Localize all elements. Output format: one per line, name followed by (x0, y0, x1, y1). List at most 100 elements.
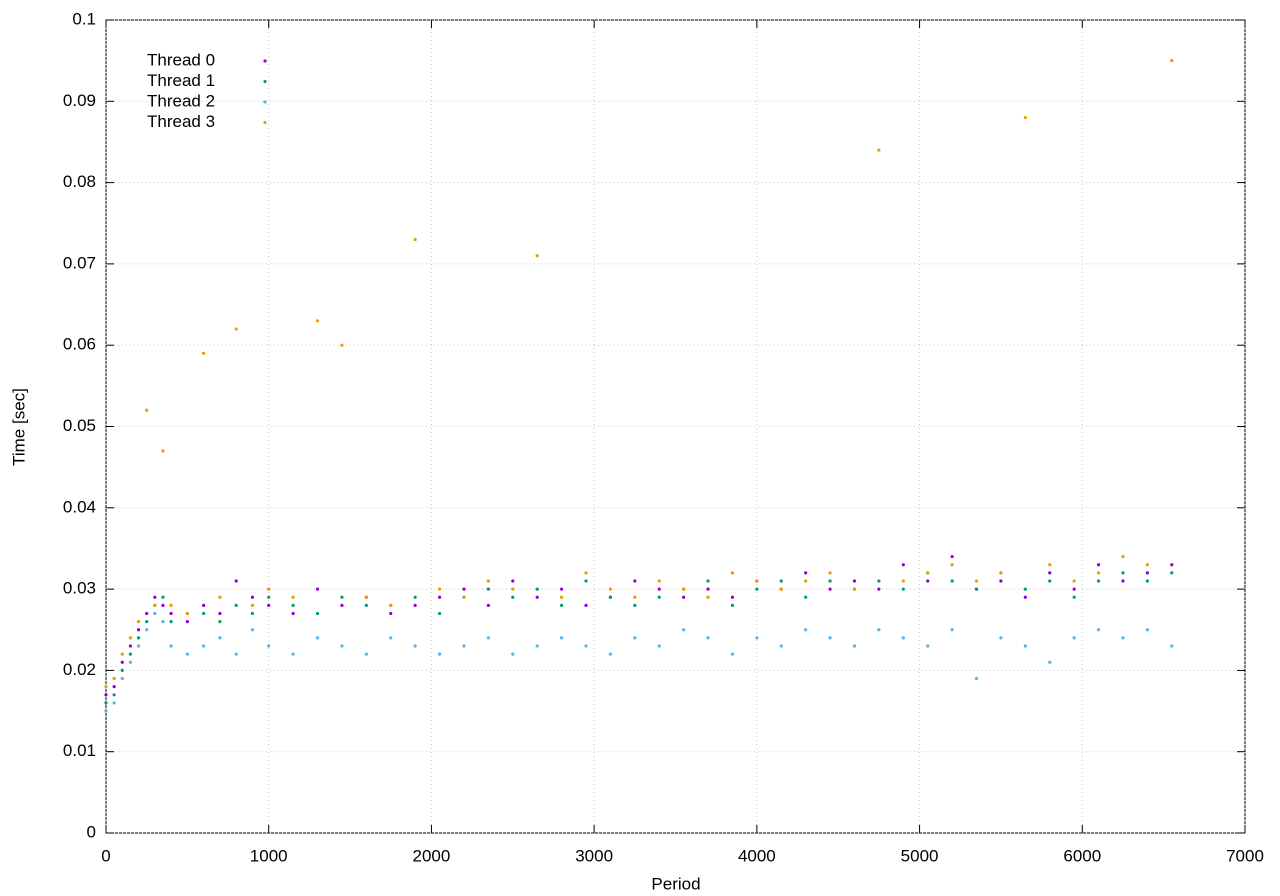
x-tick-label: 1000 (250, 846, 288, 865)
point (462, 644, 466, 648)
point (120, 652, 124, 656)
point (437, 611, 442, 616)
point (145, 408, 149, 412)
point (706, 579, 710, 583)
point (202, 603, 206, 607)
point (104, 685, 108, 689)
point (364, 652, 368, 656)
point (486, 603, 490, 607)
point (828, 587, 832, 591)
point (1096, 563, 1101, 567)
x-tick-label: 2000 (413, 846, 451, 865)
point (633, 595, 637, 599)
point (1023, 644, 1027, 648)
point (128, 660, 133, 664)
point (250, 603, 255, 607)
point (901, 636, 905, 640)
point (1048, 563, 1052, 567)
point (267, 644, 271, 648)
legend-swatch (263, 120, 267, 125)
point (234, 327, 238, 331)
point (128, 636, 133, 640)
point (234, 603, 238, 607)
point (104, 701, 108, 705)
point (202, 644, 206, 648)
point (511, 595, 515, 599)
point (1023, 595, 1027, 599)
point (877, 579, 881, 583)
legend-label: Thread 2 (147, 91, 215, 110)
y-tick-label: 0.02 (63, 660, 96, 679)
point (560, 603, 564, 607)
point (657, 595, 661, 599)
point (437, 587, 442, 591)
point (560, 636, 564, 640)
point (486, 636, 490, 640)
y-tick-label: 0.05 (63, 416, 96, 435)
x-tick-label: 6000 (1063, 846, 1101, 865)
point (153, 611, 157, 616)
point (804, 579, 808, 583)
point (608, 652, 613, 656)
point (1145, 628, 1149, 632)
point (730, 603, 735, 607)
y-tick-label: 0.04 (63, 497, 96, 516)
x-tick-label: 3000 (575, 846, 613, 865)
legend-label: Thread 1 (147, 71, 215, 90)
point (267, 587, 271, 591)
x-axis-label: Period (651, 874, 700, 893)
point (315, 587, 320, 591)
point (511, 587, 515, 591)
point (234, 579, 238, 583)
point (315, 636, 320, 640)
y-tick-label: 0.08 (63, 172, 96, 191)
point (153, 595, 157, 599)
y-axis-label: Time [sec] (9, 388, 28, 466)
point (633, 603, 637, 607)
point (682, 587, 686, 591)
point (145, 628, 149, 632)
x-tick-label: 0 (101, 846, 110, 865)
point (828, 571, 832, 575)
point (535, 254, 539, 258)
point (706, 587, 710, 591)
point (161, 595, 165, 599)
point (999, 579, 1003, 583)
legend-swatch (263, 100, 267, 104)
point (291, 652, 295, 656)
point (136, 620, 141, 624)
point (584, 603, 588, 607)
point (250, 595, 255, 599)
point (974, 587, 979, 591)
point (364, 595, 368, 599)
point (185, 652, 189, 656)
point (852, 587, 857, 591)
point (437, 652, 442, 656)
point (926, 579, 930, 583)
point (120, 668, 124, 673)
point (1145, 563, 1149, 567)
point (112, 693, 116, 697)
point (901, 579, 905, 583)
point (657, 587, 661, 591)
point (1170, 563, 1174, 567)
point (112, 685, 116, 689)
point (161, 449, 165, 453)
y-tick-label: 0 (87, 822, 96, 841)
point (560, 587, 564, 591)
y-tick-label: 0.1 (72, 9, 96, 28)
point (340, 644, 344, 648)
point (340, 343, 344, 347)
y-tick-label: 0.01 (63, 741, 96, 760)
point (202, 611, 206, 616)
point (804, 571, 808, 575)
point (340, 595, 344, 599)
legend-label: Thread 0 (147, 50, 215, 69)
point (974, 579, 979, 583)
point (535, 595, 539, 599)
point (340, 603, 344, 607)
point (136, 636, 141, 640)
point (852, 579, 857, 583)
point (779, 644, 783, 648)
